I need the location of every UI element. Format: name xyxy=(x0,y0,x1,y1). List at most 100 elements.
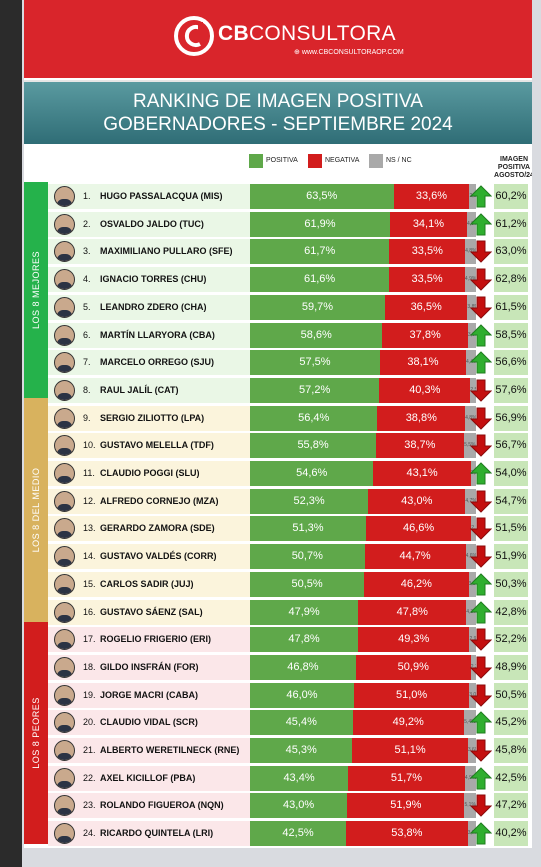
table-row: 2. OSVALDO JALDO (TUC) 61,9%34,1%4,0% 61,2% xyxy=(48,211,528,237)
previous-image-value: 54,7% xyxy=(494,488,528,514)
governor-name: RICARDO QUINTELA (LRI) xyxy=(100,828,214,839)
avatar xyxy=(54,213,75,235)
stacked-bar: 51,3%46,6%2,1% xyxy=(250,516,476,542)
bar-segment-negative: 44,7% xyxy=(364,544,466,570)
row-background xyxy=(48,654,250,680)
arrow-down-icon xyxy=(470,379,492,402)
stacked-bar: 61,7% 33,5% 4,8% xyxy=(250,239,476,265)
globe-icon: ⊕ xyxy=(294,49,302,56)
stacked-bar: 57,5%38,1%4,4% xyxy=(250,350,476,376)
arrow-up-icon xyxy=(470,351,492,374)
arrow-down-icon xyxy=(470,517,492,541)
rank-number: 21. xyxy=(83,745,96,755)
bar-segment-positive: 51,3% xyxy=(250,516,366,542)
table-row: 1. HUGO PASSALACQUA (MIS) 63,5%33,6%2,9% 60… xyxy=(48,184,528,209)
row-background xyxy=(48,433,250,459)
bar-segment-positive: 42,5% xyxy=(250,821,347,847)
stacked-bar: 50,7% 44,7% 4,6% xyxy=(250,544,476,570)
governor-name: IGNACIO TORRES (CHU) xyxy=(100,274,207,285)
previous-image-value: 57,6% xyxy=(494,377,528,403)
avatar xyxy=(54,352,75,374)
bar-segment-positive: 52,3% xyxy=(250,488,369,514)
rank-number: 2. xyxy=(83,218,91,229)
avatar xyxy=(54,684,75,706)
arrow-down-icon xyxy=(470,434,492,458)
bar-segment-positive: 61,9% xyxy=(250,211,390,237)
stacked-bar: 56,4% 38,8% 4,8% xyxy=(250,405,476,431)
bar-segment-positive: 63,5% xyxy=(250,184,394,209)
governor-name: HUGO PASSALACQUA (MIS) xyxy=(100,191,223,201)
previous-image-value: 47,2% xyxy=(494,793,528,819)
bar-segment-negative: 47,8% xyxy=(358,599,467,625)
bar-segment-negative: 34,1% xyxy=(389,211,467,237)
table-row: 13.GERARDO ZAMORA (SDE)51,3%46,6%2,1%51,… xyxy=(48,516,528,542)
title-line-1: RANKING DE IMAGEN POSITIVA xyxy=(133,91,423,112)
governor-name: GUSTAVO SÁENZ (SAL) xyxy=(100,606,203,617)
stacked-bar: 58,6%37,8%3,6% xyxy=(250,322,476,348)
stacked-bar: 45,3%51,1%3,6% xyxy=(250,738,476,763)
table-row: 4. IGNACIO TORRES (CHU) 61,6% 33,5% 4,9% 62,8… xyxy=(48,267,528,293)
governor-name: JORGE MACRI (CABA) xyxy=(100,689,198,700)
cb-logo-icon xyxy=(174,16,214,56)
bar-segment-positive: 61,6% xyxy=(250,267,390,293)
avatar xyxy=(54,546,75,568)
bar-segment-negative: 51,7% xyxy=(348,765,465,791)
table-row: 18. GILDO INSFRÁN (FOR) 46,8%50,9%2,3% 48,9… xyxy=(48,654,528,680)
row-background xyxy=(48,765,250,791)
row-background xyxy=(48,793,250,819)
bar-segment-negative: 46,2% xyxy=(364,571,469,597)
bar-segment-negative: 38,7% xyxy=(376,433,464,459)
governor-name: ROLANDO FIGUEROA (NQN) xyxy=(100,800,224,811)
row-background xyxy=(48,488,250,514)
arrow-down-icon xyxy=(470,240,492,264)
bar-segment-positive: 43,0% xyxy=(250,793,348,819)
row-background xyxy=(48,405,250,431)
stacked-bar: 50,5%46,2%3,3% xyxy=(250,571,476,597)
bar-segment-negative: 38,1% xyxy=(379,350,467,376)
avatar xyxy=(54,573,75,595)
stacked-bar: 47,9%47,8%4,3% xyxy=(250,599,476,625)
page-title: RANKING DE IMAGEN POSITIVA GOBERNADORES … xyxy=(24,90,532,136)
governor-name: MAXIMILIANO PULLARO (SFE) xyxy=(100,246,233,257)
bar-segment-negative: 53,8% xyxy=(346,821,468,847)
table-row: 21. ALBERTO WERETILNECK (RNE) 45,3% 51,1% 3,… xyxy=(48,738,528,763)
stacked-bar: 63,5%33,6%2,9% xyxy=(250,184,476,209)
bar-segment-positive: 57,2% xyxy=(250,377,380,403)
arrow-up-icon xyxy=(470,822,492,845)
rank-number: 4. xyxy=(83,274,91,285)
avatar xyxy=(54,712,75,734)
arrow-down-icon xyxy=(470,656,492,679)
table-row: 5. LEANDRO ZDERO (CHA) 59,7%36,5%3,8% 61,5% xyxy=(48,294,528,320)
governor-name: ALBERTO WERETILNECK (RNE) xyxy=(100,745,240,755)
table-row: 10. GUSTAVO MELELLA (TDF) 55,8% 38,7% 5,5% 56… xyxy=(48,433,528,459)
table-row: 15. CARLOS SADIR (JUJ) 50,5%46,2%3,3% 50,3% xyxy=(48,571,528,597)
table-row: 17. ROGELIO FRIGERIO (ERI) 47,8%49,3%2,9% 5… xyxy=(48,627,528,653)
avatar xyxy=(54,463,75,484)
table-row: 14. GUSTAVO VALDÉS (CORR) 50,7% 44,7% 4,6% 51… xyxy=(48,544,528,570)
governor-name: CARLOS SADIR (JUJ) xyxy=(100,578,194,589)
arrow-up-icon xyxy=(470,212,492,236)
row-background xyxy=(48,516,250,542)
stacked-bar: 61,9%34,1%4,0% xyxy=(250,211,476,237)
row-background xyxy=(48,294,250,320)
table-row: 19. JORGE MACRI (CABA) 46,0%51,0%3,0% 50,5% xyxy=(48,682,528,708)
previous-image-header: IMAGEN POSITIVA AGOSTO/24 xyxy=(494,156,532,179)
row-background xyxy=(48,322,250,348)
previous-image-value: 61,2% xyxy=(494,211,528,237)
previous-image-value: 42,5% xyxy=(494,765,528,791)
avatar xyxy=(54,767,75,789)
rank-number: 9. xyxy=(83,412,91,423)
bar-segment-positive: 61,7% xyxy=(250,239,390,265)
bar-segment-positive: 45,3% xyxy=(250,738,353,763)
previous-image-value: 54,0% xyxy=(494,461,528,486)
avatar xyxy=(54,269,75,291)
governor-name: SERGIO ZILIOTTO (LPA) xyxy=(100,412,205,423)
table-row: 6.MARTÍN LLARYORA (CBA)58,6%37,8%3,6%58,… xyxy=(48,322,528,348)
avatar xyxy=(54,435,75,457)
avatar xyxy=(54,407,75,429)
previous-image-value: 56,6% xyxy=(494,350,528,376)
arrow-up-icon xyxy=(470,573,492,596)
avatar xyxy=(54,601,75,623)
avatar xyxy=(54,629,75,651)
rank-number: 6. xyxy=(83,329,91,340)
